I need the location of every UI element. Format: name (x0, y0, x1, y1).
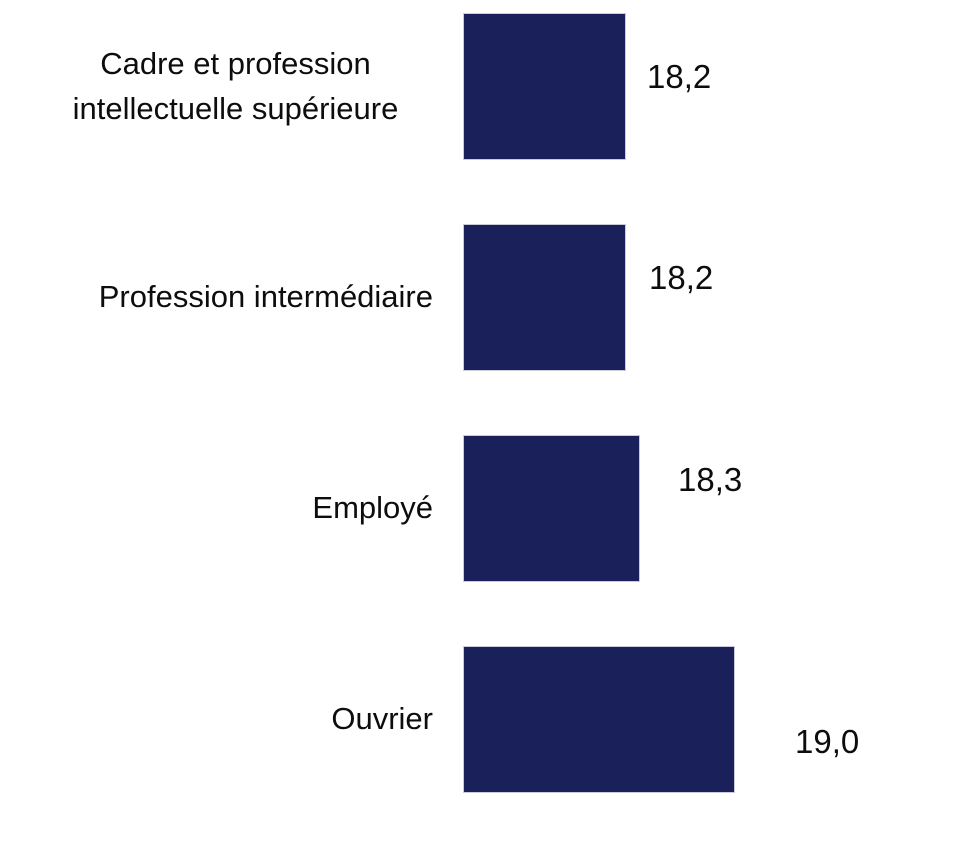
value-label: 19,0 (795, 723, 860, 760)
bar (463, 13, 626, 160)
value-label: 18,2 (649, 259, 714, 296)
chart-row: Cadre et profession intellectuelle supér… (0, 0, 971, 211)
bar (463, 435, 640, 582)
category-label-cell: Employé (0, 435, 433, 582)
chart-row: Ouvrier 19,0 (0, 633, 971, 844)
value-label: 18,3 (678, 461, 743, 498)
bar (463, 646, 735, 793)
category-label-cell: Profession intermédiaire (0, 224, 433, 371)
bar-chart: Cadre et profession intellectuelle supér… (0, 0, 971, 793)
plot-area-row: 18,2 (433, 0, 971, 211)
value-label: 18,2 (647, 58, 712, 95)
category-label-cell: Ouvrier (0, 646, 433, 793)
category-label: Profession intermédiaire (98, 279, 433, 315)
category-label: Cadre et profession intellectuelle supér… (72, 46, 399, 126)
chart-row: Employé 18,3 (0, 422, 971, 633)
chart-row: Profession intermédiaire 18,2 (0, 211, 971, 422)
category-label: Employé (312, 490, 433, 526)
category-label-cell: Cadre et profession intellectuelle supér… (0, 13, 433, 160)
category-label: Ouvrier (331, 701, 433, 737)
plot-area-row: 18,2 (433, 211, 971, 422)
bar (463, 224, 626, 371)
plot-area-row: 19,0 (433, 633, 971, 844)
plot-area-row: 18,3 (433, 422, 971, 633)
